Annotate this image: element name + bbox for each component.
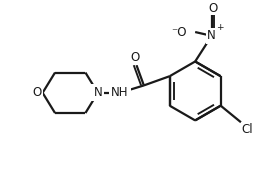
Text: O: O xyxy=(208,2,217,15)
Text: +: + xyxy=(216,23,224,32)
Text: O: O xyxy=(130,51,139,64)
Text: N: N xyxy=(93,86,102,99)
Text: N: N xyxy=(207,29,216,42)
Text: Cl: Cl xyxy=(242,123,254,136)
Text: NH: NH xyxy=(111,86,129,99)
Text: O: O xyxy=(33,86,42,99)
Text: ⁻O: ⁻O xyxy=(171,26,187,39)
